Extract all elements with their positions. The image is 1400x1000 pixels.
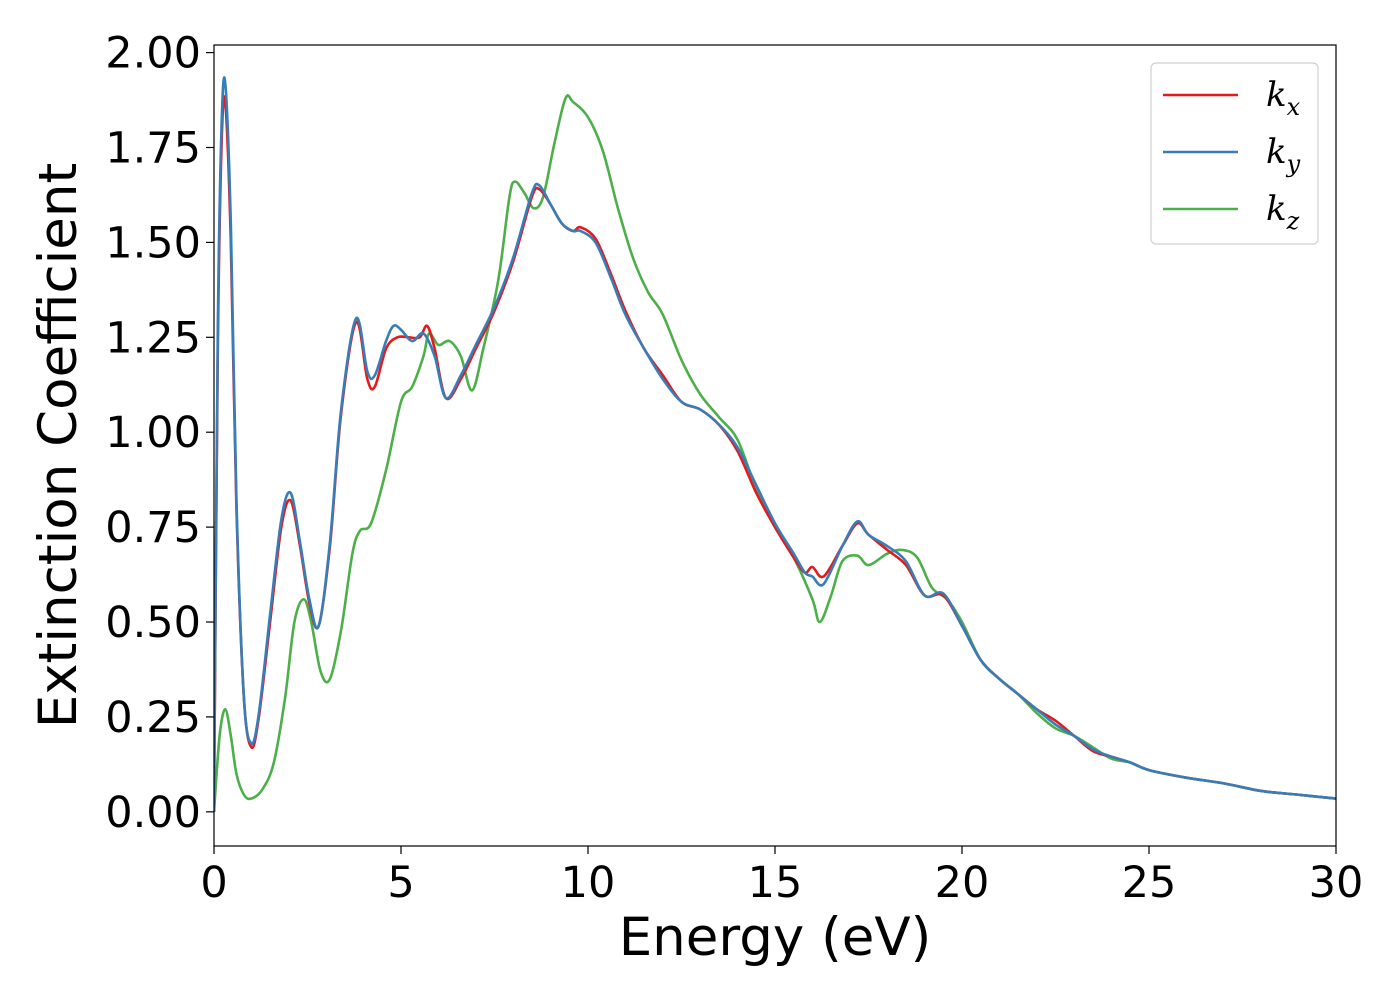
- y-tick-label: 1.25: [105, 313, 201, 363]
- plot-lines: [214, 76, 1336, 812]
- y-tick-label: 0.25: [105, 693, 201, 743]
- x-axis-ticks: 0 5 10 15 20 25 30: [200, 846, 1363, 908]
- x-tick-label: 10: [561, 858, 616, 908]
- series-line-y: [214, 76, 1336, 812]
- x-axis-label: Energy (eV): [619, 907, 932, 968]
- x-tick-label: 30: [1309, 858, 1364, 908]
- y-tick-label: 1.50: [105, 218, 201, 268]
- y-tick-label: 0.50: [105, 598, 201, 648]
- y-axis-ticks: 0.00 0.25 0.50 0.75 1.00 1.25 1.50 1.75 2.00: [105, 29, 214, 838]
- y-tick-label: 0.00: [105, 788, 201, 838]
- y-tick-label: 1.75: [105, 123, 201, 173]
- legend-label-y: ky: [1266, 132, 1301, 178]
- y-tick-label: 2.00: [105, 29, 201, 79]
- x-tick-label: 5: [387, 858, 414, 908]
- x-tick-label: 15: [748, 858, 803, 908]
- y-tick-label: 0.75: [105, 503, 201, 553]
- y-axis-label: Extinction Coefficient: [28, 163, 89, 729]
- legend-label-z: kz: [1266, 189, 1300, 235]
- x-tick-label: 25: [1122, 858, 1177, 908]
- legend-box: [1150, 62, 1319, 245]
- legend-label-x: kx: [1266, 75, 1301, 121]
- x-tick-label: 0: [200, 858, 227, 908]
- y-tick-label: 1.00: [105, 408, 201, 458]
- legend: kx ky kz: [1150, 62, 1319, 245]
- x-tick-label: 20: [935, 858, 990, 908]
